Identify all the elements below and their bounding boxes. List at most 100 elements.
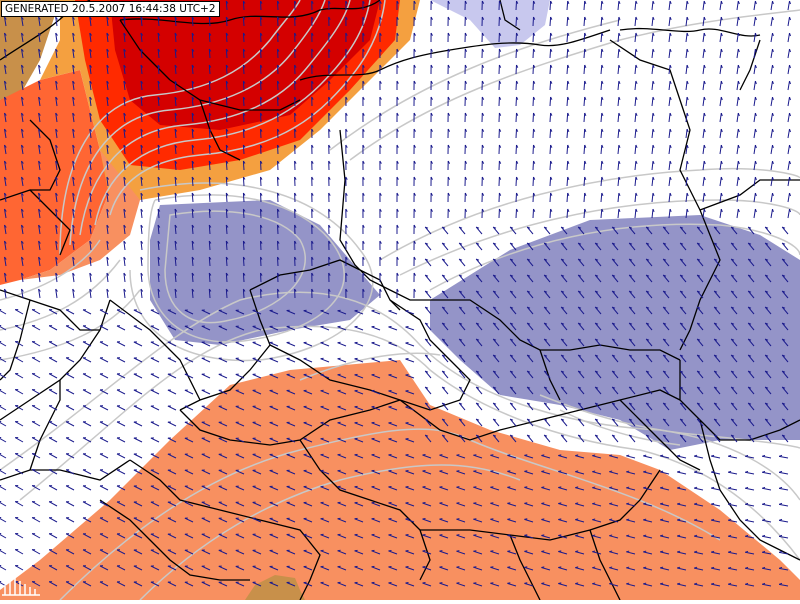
wind-arrow	[635, 177, 636, 186]
wind-arrow	[550, 1, 551, 10]
wind-arrow-head	[406, 455, 409, 456]
wind-arrow	[372, 359, 380, 362]
wind-arrow	[618, 17, 619, 26]
wind-arrow-head	[755, 65, 756, 68]
wind-arrow	[737, 1, 738, 10]
wind-arrow	[49, 390, 57, 394]
wind-arrow	[567, 177, 568, 186]
wind-arrow	[32, 374, 40, 378]
wind-arrow	[601, 193, 602, 202]
wind-arrow-head	[473, 551, 476, 552]
wind-arrow	[771, 161, 773, 170]
wind-arrow	[618, 113, 619, 122]
wind-arrow-head	[490, 455, 493, 456]
wind-arrow-head	[406, 535, 409, 536]
wind-arrow	[754, 81, 755, 90]
wind-arrow-head	[440, 471, 443, 472]
wind-arrow	[771, 113, 773, 122]
wind-arrow-head	[773, 1, 774, 4]
wind-arrow-head	[790, 113, 791, 116]
wind-arrow	[669, 97, 670, 106]
wind-arrow	[618, 97, 619, 106]
wind-arrow-head	[406, 327, 409, 328]
wind-arrow	[49, 502, 57, 506]
wind-arrow	[737, 97, 738, 106]
wind-arrow-head	[558, 551, 561, 552]
wind-arrow	[601, 177, 602, 186]
wind-arrow-head	[592, 519, 595, 520]
wind-arrow-head	[738, 81, 739, 84]
wind-arrow	[253, 342, 261, 346]
wind-arrow-head	[457, 519, 460, 520]
wind-arrow	[652, 161, 653, 170]
wind-arrow	[550, 177, 551, 186]
wind-arrow	[771, 145, 773, 154]
wind-arrow	[236, 342, 244, 346]
wind-arrow	[584, 113, 585, 122]
wind-arrow	[686, 81, 687, 90]
wind-arrow	[652, 17, 653, 26]
wind-arrow	[652, 113, 653, 122]
wind-arrow-head	[423, 455, 426, 456]
wind-arrow	[788, 33, 790, 42]
wind-arrow	[745, 520, 754, 522]
wind-arrow-head	[745, 471, 748, 472]
wind-arrow-head	[677, 455, 680, 456]
wind-arrow-head	[790, 1, 791, 4]
wind-arrow-head	[790, 17, 791, 20]
wind-arrow	[686, 129, 687, 138]
wind-arrow-head	[507, 535, 510, 536]
wind-arrow	[652, 145, 653, 154]
wind-arrow	[677, 472, 686, 474]
wind-arrow	[32, 534, 40, 538]
wind-arrow	[151, 422, 159, 426]
wind-arrow	[737, 177, 738, 186]
wind-arrow	[788, 1, 790, 10]
wind-arrow-head	[406, 583, 409, 584]
wind-arrow-head	[575, 487, 578, 488]
wind-arrow	[476, 259, 482, 266]
wind-arrow	[618, 145, 619, 154]
wind-arrow	[0, 454, 6, 459]
wind-arrow-head	[755, 17, 756, 20]
wind-arrow	[516, 81, 517, 90]
wind-arrow	[32, 358, 40, 362]
wind-arrow	[544, 403, 550, 410]
wind-arrow-head	[755, 97, 756, 100]
wind-arrow	[516, 209, 517, 218]
wind-arrow	[100, 486, 108, 490]
wind-arrow-head	[440, 519, 443, 520]
wind-arrow	[253, 374, 261, 378]
wind-arrow	[771, 129, 773, 138]
wind-arrow	[117, 326, 125, 330]
wind-arrow	[32, 310, 40, 314]
wind-arrow	[442, 387, 448, 394]
wind-arrow	[567, 17, 568, 26]
wind-arrow	[550, 113, 551, 122]
wind-arrow	[703, 17, 704, 26]
wind-arrow-head	[773, 193, 774, 196]
wind-arrow	[117, 390, 125, 394]
border	[0, 300, 110, 420]
wind-arrow	[533, 209, 534, 218]
wind-arrow	[49, 326, 57, 330]
wind-arrow-head	[773, 129, 774, 132]
wind-arrow-head	[440, 551, 443, 552]
wind-arrow	[669, 49, 670, 58]
wind-arrow-head	[575, 503, 578, 504]
wind-arrow-head	[524, 583, 527, 584]
wind-arrow	[83, 310, 91, 314]
wind-arrow	[100, 470, 108, 474]
wind-arrow	[720, 17, 721, 26]
wind-arrow-head	[773, 49, 774, 52]
wind-arrow-head	[524, 503, 527, 504]
wind-arrow	[442, 243, 448, 250]
wind-arrow	[779, 472, 788, 474]
wind-arrow	[533, 97, 534, 106]
wind-arrow	[66, 422, 74, 426]
wind-arrow	[32, 518, 40, 522]
wind-arrow	[533, 81, 534, 90]
wind-arrow	[584, 193, 585, 202]
wind-arrow	[584, 145, 585, 154]
wind-arrow-head	[473, 471, 476, 472]
